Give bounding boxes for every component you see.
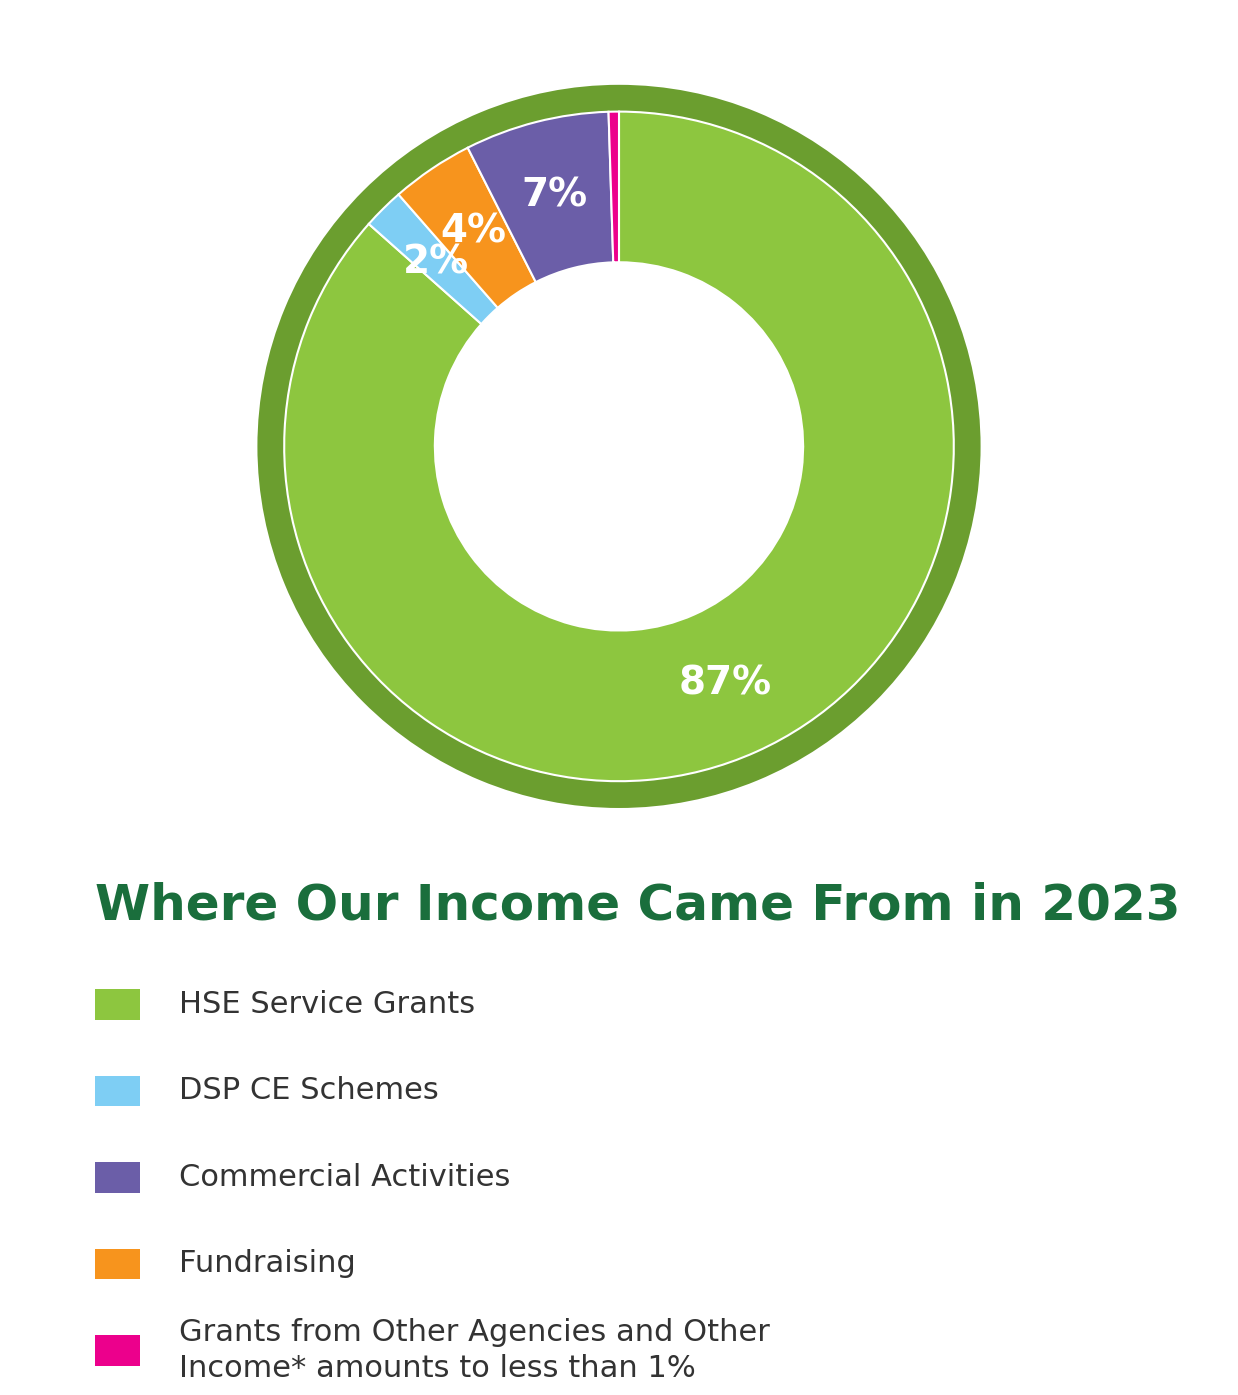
FancyBboxPatch shape	[95, 1162, 140, 1193]
Wedge shape	[399, 148, 536, 308]
Wedge shape	[468, 112, 613, 282]
FancyBboxPatch shape	[95, 1335, 140, 1366]
Text: Grants from Other Agencies and Other
Income* amounts to less than 1%: Grants from Other Agencies and Other Inc…	[180, 1318, 770, 1382]
FancyBboxPatch shape	[95, 989, 140, 1020]
FancyBboxPatch shape	[95, 1076, 140, 1106]
Text: 7%: 7%	[521, 176, 588, 213]
Text: 4%: 4%	[441, 212, 506, 250]
FancyBboxPatch shape	[95, 1249, 140, 1279]
Wedge shape	[258, 85, 980, 808]
Text: Commercial Activities: Commercial Activities	[180, 1163, 510, 1191]
Wedge shape	[609, 112, 619, 262]
Text: Where Our Income Came From in 2023: Where Our Income Came From in 2023	[95, 882, 1181, 929]
Text: 2%: 2%	[404, 243, 469, 282]
Wedge shape	[285, 112, 953, 781]
Text: 87%: 87%	[678, 664, 771, 702]
Text: HSE Service Grants: HSE Service Grants	[180, 990, 475, 1018]
Wedge shape	[369, 194, 498, 324]
Text: Fundraising: Fundraising	[180, 1250, 355, 1278]
Text: DSP CE Schemes: DSP CE Schemes	[180, 1077, 438, 1105]
